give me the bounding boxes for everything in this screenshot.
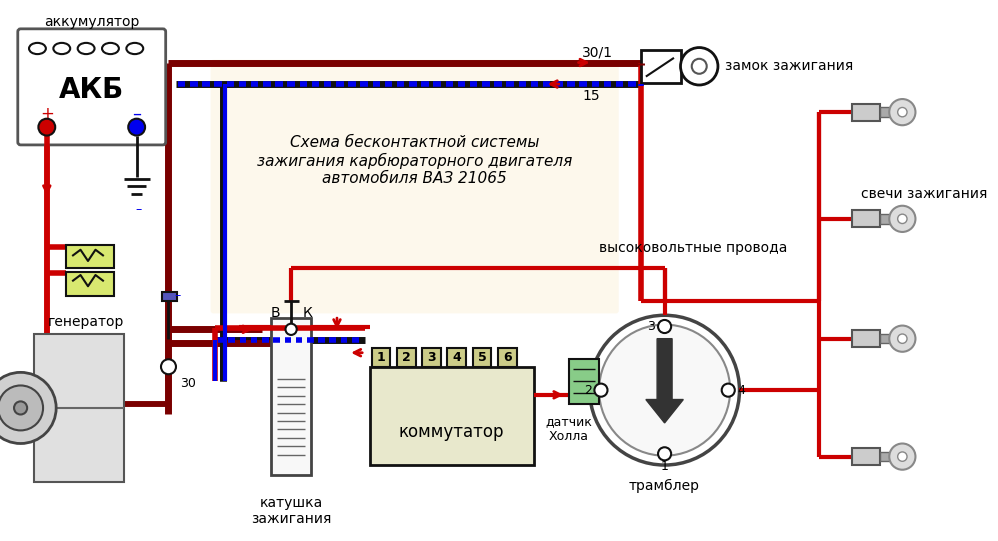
Text: 6: 6 xyxy=(503,351,512,364)
Text: свечи зажигания: свечи зажигания xyxy=(861,187,988,201)
Text: –: – xyxy=(136,203,142,216)
Circle shape xyxy=(285,324,296,335)
Polygon shape xyxy=(646,339,684,423)
Circle shape xyxy=(599,325,731,456)
Bar xyxy=(447,348,466,367)
Bar xyxy=(880,108,893,117)
Text: –: – xyxy=(175,289,181,302)
FancyBboxPatch shape xyxy=(211,60,619,313)
Bar xyxy=(852,448,880,465)
Text: 5: 5 xyxy=(478,351,486,364)
Text: 4: 4 xyxy=(452,351,461,364)
Circle shape xyxy=(897,108,907,117)
Bar xyxy=(641,50,681,83)
Text: 2: 2 xyxy=(402,351,410,364)
Text: аккумулятор: аккумулятор xyxy=(44,15,140,29)
Bar xyxy=(371,348,390,367)
Bar xyxy=(880,452,893,461)
Text: 3: 3 xyxy=(427,351,436,364)
Circle shape xyxy=(897,334,907,344)
Text: 3: 3 xyxy=(648,320,656,333)
Text: 2: 2 xyxy=(584,384,592,397)
Text: АКБ: АКБ xyxy=(59,76,125,104)
Bar xyxy=(397,348,415,367)
Ellipse shape xyxy=(29,43,46,54)
Bar xyxy=(852,330,880,347)
Bar xyxy=(271,318,310,476)
Bar xyxy=(852,210,880,227)
Bar xyxy=(422,348,441,367)
Text: датчик
Холла: датчик Холла xyxy=(546,415,593,444)
Bar xyxy=(852,104,880,121)
Text: катушка
зажигания: катушка зажигания xyxy=(250,496,331,526)
Ellipse shape xyxy=(53,43,70,54)
Text: коммутатор: коммутатор xyxy=(398,423,504,441)
Circle shape xyxy=(590,315,740,465)
Text: 4: 4 xyxy=(738,384,746,397)
Circle shape xyxy=(897,214,907,223)
Ellipse shape xyxy=(127,43,144,54)
Bar xyxy=(369,367,534,465)
Circle shape xyxy=(692,59,707,74)
Text: К: К xyxy=(302,306,312,320)
Circle shape xyxy=(14,401,27,414)
Circle shape xyxy=(681,48,718,85)
Circle shape xyxy=(38,118,55,136)
Text: 1: 1 xyxy=(661,460,669,473)
Circle shape xyxy=(161,359,176,374)
Text: 30: 30 xyxy=(180,377,196,390)
Text: замок зажигания: замок зажигания xyxy=(726,60,853,73)
Circle shape xyxy=(128,118,145,136)
Circle shape xyxy=(0,372,56,444)
Circle shape xyxy=(889,99,915,126)
FancyBboxPatch shape xyxy=(18,29,166,145)
Bar xyxy=(498,348,517,367)
Text: 15: 15 xyxy=(582,89,600,103)
Bar xyxy=(34,334,125,482)
Text: высоковольтные провода: высоковольтные провода xyxy=(599,241,787,255)
Bar xyxy=(162,292,177,301)
Bar xyxy=(473,348,491,367)
Text: Схема бесконтактной системы
зажигания карбюраторного двигателя
автомобиля ВАЗ 21: Схема бесконтактной системы зажигания ка… xyxy=(257,135,572,187)
Circle shape xyxy=(0,386,43,431)
Circle shape xyxy=(897,452,907,461)
Text: –: – xyxy=(132,105,141,123)
Circle shape xyxy=(889,444,915,470)
Circle shape xyxy=(889,326,915,352)
Ellipse shape xyxy=(78,43,95,54)
Text: 1: 1 xyxy=(376,351,385,364)
Ellipse shape xyxy=(102,43,119,54)
Bar xyxy=(66,272,114,295)
Bar xyxy=(569,359,599,404)
Text: 30/1: 30/1 xyxy=(582,45,613,59)
Circle shape xyxy=(658,447,671,460)
Bar xyxy=(880,214,893,223)
Text: +: + xyxy=(40,105,54,123)
Text: трамблер: трамблер xyxy=(629,479,700,493)
Bar xyxy=(880,334,893,344)
Circle shape xyxy=(889,206,915,232)
Circle shape xyxy=(658,320,671,333)
Circle shape xyxy=(595,384,608,397)
Text: генератор: генератор xyxy=(48,315,125,329)
Circle shape xyxy=(722,384,735,397)
Bar xyxy=(66,245,114,268)
Text: В: В xyxy=(270,306,280,320)
